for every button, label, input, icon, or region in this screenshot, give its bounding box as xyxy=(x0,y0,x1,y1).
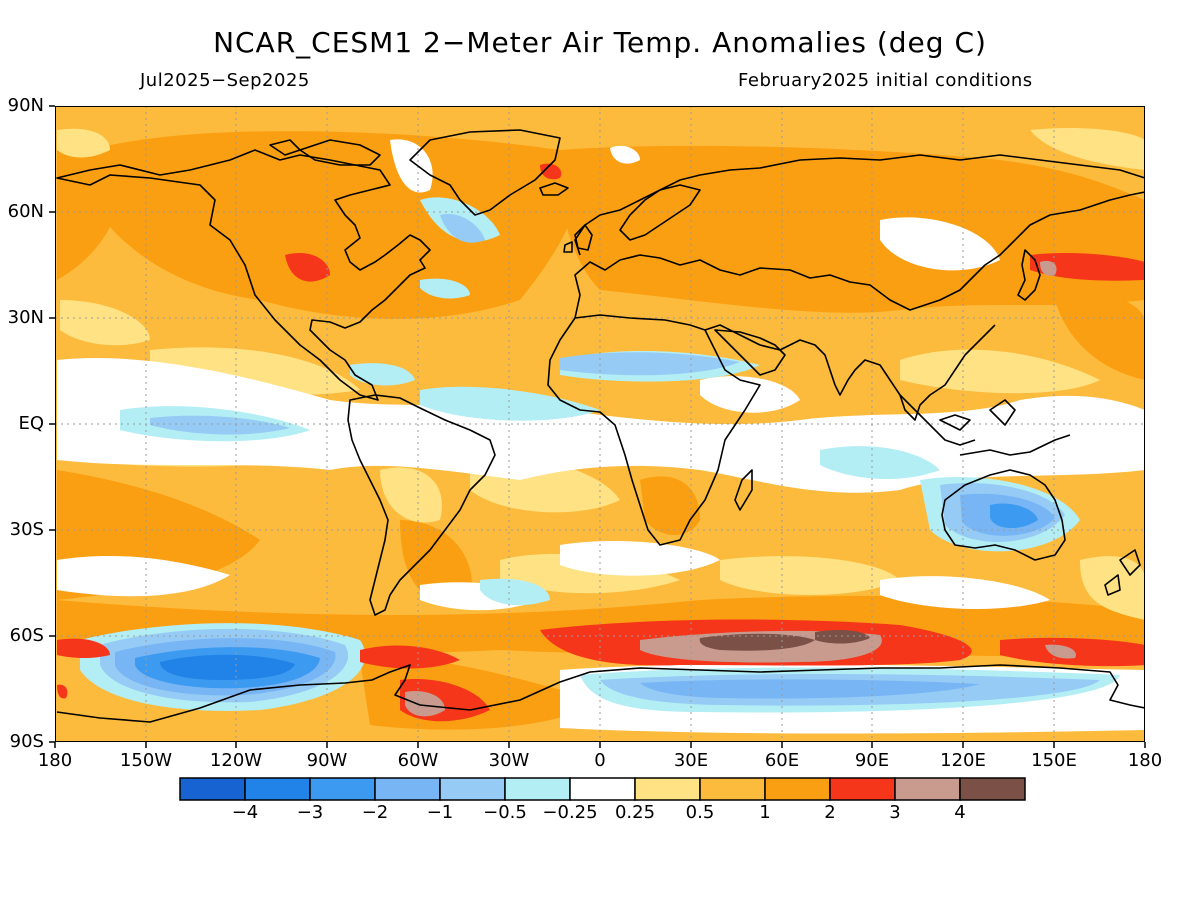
lon-label-0: 0 xyxy=(594,750,606,771)
map-title: NCAR_CESM1 2−Meter Air Temp. Anomalies (… xyxy=(213,26,987,59)
colorbar-swatch xyxy=(959,777,1026,801)
colorbar-tick-label: −3 xyxy=(296,802,324,823)
lat-label-eq: EQ xyxy=(18,413,44,434)
colorbar-tick-label: 0.25 xyxy=(614,802,656,823)
colorbar-swatch xyxy=(829,777,896,801)
colorbar-swatch xyxy=(179,777,246,801)
colorbar-swatch xyxy=(374,777,441,801)
colorbar-swatch xyxy=(634,777,701,801)
lon-label-150w: 150W xyxy=(119,750,173,771)
south-america-coast xyxy=(347,394,496,616)
colorbar-swatch xyxy=(309,777,376,801)
colorbar-swatch xyxy=(504,777,571,801)
lon-label-120w: 120W xyxy=(209,750,263,771)
coastlines xyxy=(56,129,1145,723)
new-zealand-coast xyxy=(1104,549,1141,596)
lon-label-150e: 150E xyxy=(1031,750,1077,771)
lat-label-90n: 90N xyxy=(7,95,44,116)
lat-label-60s: 60S xyxy=(9,625,44,646)
lat-label-90s: 90S xyxy=(9,731,44,752)
japan-coast xyxy=(1017,249,1041,301)
colorbar-tick-label: 2 xyxy=(824,802,836,823)
lon-label-90e: 90E xyxy=(854,750,890,771)
very-cool-regions xyxy=(160,654,295,680)
antarctica-coast xyxy=(56,664,1145,723)
colorbar-swatch xyxy=(439,777,506,801)
colorbar-tick-label: −2 xyxy=(361,802,389,823)
colorbar-tick-label: −0.25 xyxy=(542,802,598,823)
madagascar-coast xyxy=(734,469,753,511)
colorbar-tick-label: 4 xyxy=(954,802,966,823)
lon-label-30e: 30E xyxy=(673,750,709,771)
lon-label-90w: 90W xyxy=(306,750,348,771)
colorbar-tick-label: 1 xyxy=(759,802,771,823)
greenland-coast xyxy=(409,129,561,216)
axis-ticks xyxy=(49,105,1146,748)
colorbar-swatch xyxy=(699,777,766,801)
lon-label-30w: 30W xyxy=(488,750,530,771)
arabia-coast xyxy=(714,329,786,376)
colorbar-tick-label: 3 xyxy=(889,802,901,823)
australia-coast xyxy=(941,469,1066,561)
lon-label-60w: 60W xyxy=(397,750,439,771)
lon-label-180w: 180 xyxy=(37,750,73,771)
colorbar xyxy=(179,777,1026,801)
colorbar-swatch xyxy=(764,777,831,801)
scandinavia-coast xyxy=(619,184,701,241)
lon-label-180e: 180 xyxy=(1127,750,1163,771)
lon-label-60e: 60E xyxy=(764,750,800,771)
colorbar-tick-label: −4 xyxy=(231,802,259,823)
initial-conditions-label: February2025 initial conditions xyxy=(738,70,1033,91)
lat-label-60n: 60N xyxy=(7,201,44,222)
iceland-coast xyxy=(539,182,569,196)
colorbar-swatch xyxy=(244,777,311,801)
graticule xyxy=(55,106,1145,742)
british-isles-coast xyxy=(563,224,593,253)
north-america-coast xyxy=(56,149,431,401)
colorbar-swatch xyxy=(569,777,636,801)
colorbar-tick-label: −0.5 xyxy=(483,802,527,823)
anomaly-field xyxy=(55,106,1145,742)
colorbar-swatch xyxy=(894,777,961,801)
colorbar-tick-label: −1 xyxy=(426,802,454,823)
colorbar-tick-label: 0.5 xyxy=(685,802,715,823)
canadian-archipelago-coast xyxy=(269,139,381,166)
africa-coast xyxy=(547,314,761,546)
eurasia-coast xyxy=(574,154,1145,319)
lat-label-30s: 30S xyxy=(9,519,44,540)
extreme-hot-regions xyxy=(699,630,870,651)
middle-east-coast xyxy=(704,324,996,421)
lon-label-120e: 120E xyxy=(940,750,986,771)
southeast-asia-coast xyxy=(899,394,1071,456)
lat-label-30n: 30N xyxy=(7,307,44,328)
valid-period-label: Jul2025−Sep2025 xyxy=(140,70,310,91)
